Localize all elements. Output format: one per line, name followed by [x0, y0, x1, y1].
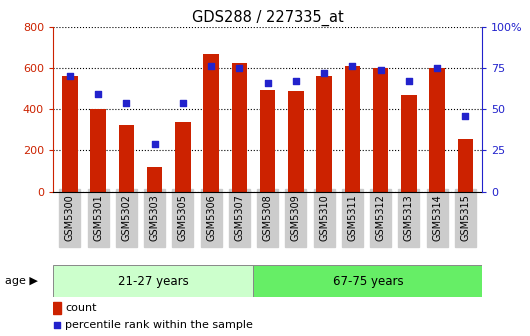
Point: [376, 67, 385, 72]
Bar: [119, 125, 134, 192]
Point: [122, 100, 131, 105]
Bar: [253, 265, 482, 297]
Point: [433, 66, 441, 71]
Point: [52, 323, 61, 328]
Point: [320, 70, 329, 76]
Text: percentile rank within the sample: percentile rank within the sample: [65, 320, 253, 330]
Point: [66, 74, 74, 79]
Point: [292, 79, 300, 84]
Text: count: count: [65, 303, 96, 313]
Text: 21-27 years: 21-27 years: [118, 275, 189, 288]
Bar: [232, 63, 247, 192]
Bar: [53, 302, 60, 314]
Bar: [457, 139, 473, 192]
Bar: [147, 167, 162, 192]
Bar: [91, 109, 106, 192]
Point: [207, 64, 215, 69]
Bar: [344, 66, 360, 192]
Text: GDS288 / 227335_at: GDS288 / 227335_at: [192, 10, 343, 26]
Bar: [62, 76, 78, 192]
Point: [179, 100, 187, 105]
Bar: [204, 54, 219, 192]
Point: [263, 80, 272, 86]
Point: [404, 79, 413, 84]
Bar: [316, 76, 332, 192]
Bar: [373, 68, 388, 192]
Bar: [401, 95, 417, 192]
Point: [151, 141, 159, 146]
Bar: [175, 122, 191, 192]
Text: 67-75 years: 67-75 years: [332, 275, 403, 288]
Bar: [429, 68, 445, 192]
Point: [461, 113, 470, 119]
Bar: [53, 265, 253, 297]
Point: [348, 64, 357, 69]
Point: [235, 66, 244, 71]
Text: age ▶: age ▶: [5, 277, 38, 286]
Bar: [260, 90, 276, 192]
Bar: [288, 91, 304, 192]
Point: [94, 92, 102, 97]
